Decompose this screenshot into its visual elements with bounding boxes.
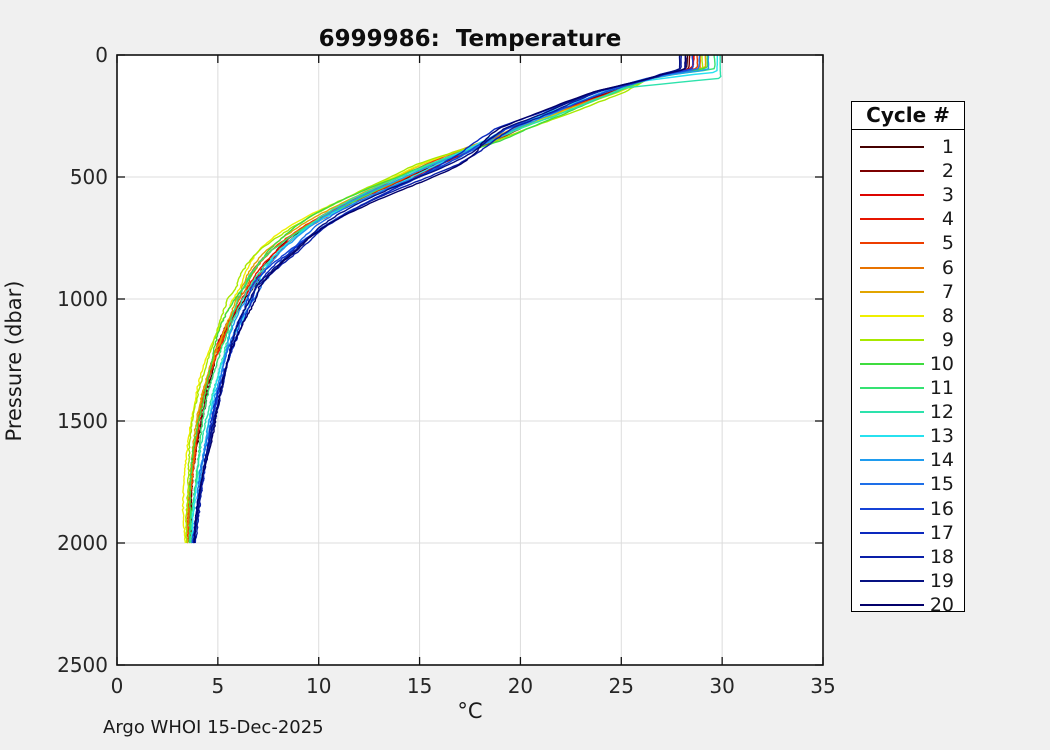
- legend-item-label: 8: [941, 304, 954, 327]
- y-tick-label: 500: [70, 165, 108, 189]
- legend-item-cycle-5: 5: [852, 231, 964, 255]
- legend-item-cycle-16: 16: [852, 497, 964, 521]
- legend-item-label: 9: [941, 328, 954, 351]
- legend-items: 1 2 3 4 5 6 7 8 9 10 11 12 13 14 15 16 17 18 19 20: [852, 130, 964, 616]
- legend-line-sample: [860, 483, 924, 486]
- profile-line-cycle-15: [194, 54, 701, 544]
- profile-line-cycle-6: [187, 54, 701, 544]
- legend-line-sample: [860, 507, 924, 510]
- legend-line-sample: [860, 218, 924, 221]
- x-tick-label: 20: [508, 674, 533, 698]
- legend-line-sample: [860, 411, 924, 414]
- x-tick-label: 25: [609, 674, 634, 698]
- legend-item-label: 3: [941, 184, 954, 207]
- plot-title: 6999986: Temperature: [318, 26, 622, 52]
- legend-item-cycle-19: 19: [852, 569, 964, 593]
- y-tick-label: 1500: [57, 409, 108, 433]
- legend-item-cycle-11: 11: [852, 376, 964, 400]
- x-tick-label: 0: [111, 674, 124, 698]
- legend-line-sample: [860, 266, 924, 269]
- y-tick-label: 2000: [57, 531, 108, 555]
- legend-line-sample: [860, 579, 924, 582]
- legend-box: Cycle # 1 2 3 4 5 6 7 8 9 10 11 12 13 14 15 16 17 18 19 20: [851, 101, 965, 616]
- axes-box: [116, 54, 824, 666]
- legend-item-cycle-14: 14: [852, 448, 964, 472]
- legend-item-label: 11: [929, 377, 954, 399]
- legend-item-cycle-17: 17: [852, 521, 964, 545]
- legend-item-cycle-7: 7: [852, 280, 964, 304]
- legend-item-label: 4: [941, 208, 954, 231]
- x-tick-label: 5: [211, 674, 224, 698]
- legend-item-label: 14: [929, 449, 954, 472]
- legend-item-label: 20: [929, 593, 954, 616]
- legend-line-sample: [860, 338, 924, 341]
- legend-item-cycle-12: 12: [852, 400, 964, 424]
- legend-item-cycle-6: 6: [852, 256, 964, 280]
- legend-item-cycle-10: 10: [852, 352, 964, 376]
- legend-item-label: 18: [929, 545, 954, 568]
- legend-item-label: 16: [929, 497, 954, 520]
- legend-line-sample: [860, 170, 924, 173]
- profile-line-cycle-10: [188, 55, 709, 544]
- watermark-text: Argo WHOI 15-Dec-2025: [103, 717, 324, 738]
- legend-item-cycle-13: 13: [852, 424, 964, 448]
- legend-line-sample: [860, 194, 924, 197]
- legend-item-cycle-8: 8: [852, 304, 964, 328]
- legend-item-cycle-9: 9: [852, 328, 964, 352]
- profile-line-cycle-20: [193, 54, 687, 544]
- legend-item-label: 12: [929, 401, 954, 424]
- legend-item-label: 1: [941, 136, 954, 158]
- y-tick-label: 2500: [57, 653, 108, 677]
- legend-item-label: 10: [929, 352, 954, 375]
- x-tick-label: 10: [306, 674, 331, 698]
- legend-line-sample: [860, 362, 924, 365]
- legend-item-label: 13: [929, 425, 954, 448]
- legend-line-sample: [860, 435, 924, 438]
- legend-item-label: 6: [941, 256, 954, 279]
- legend-item-cycle-18: 18: [852, 545, 964, 569]
- legend-title: Cycle #: [852, 102, 964, 130]
- legend-line-sample: [860, 146, 924, 148]
- legend-item-cycle-15: 15: [852, 472, 964, 496]
- x-tick-label: 30: [709, 674, 734, 698]
- legend-line-sample: [860, 242, 924, 245]
- legend-line-sample: [860, 531, 924, 534]
- legend-item-label: 15: [929, 473, 954, 496]
- legend-line-sample: [860, 387, 924, 389]
- legend-line-sample: [860, 290, 924, 293]
- legend-item-cycle-3: 3: [852, 183, 964, 207]
- y-tick-label: 0: [95, 43, 108, 67]
- legend-item-cycle-20: 20: [852, 593, 964, 617]
- legend-item-cycle-1: 1: [852, 135, 964, 159]
- x-tick-label: 35: [810, 674, 835, 698]
- x-tick-label: 15: [407, 674, 432, 698]
- legend-line-sample: [860, 555, 924, 558]
- legend-item-label: 5: [941, 232, 954, 255]
- profile-line-cycle-19: [193, 54, 681, 544]
- legend-item-label: 7: [941, 280, 954, 303]
- legend-item-cycle-4: 4: [852, 207, 964, 231]
- legend-line-sample: [860, 603, 924, 606]
- legend-item-cycle-2: 2: [852, 159, 964, 183]
- legend-line-sample: [860, 314, 924, 317]
- legend-item-label: 19: [929, 569, 954, 592]
- legend-item-label: 2: [941, 160, 954, 183]
- legend-item-label: 17: [929, 521, 954, 544]
- profile-line-cycle-9: [185, 54, 704, 544]
- x-axis-label: °C: [457, 699, 483, 723]
- legend-line-sample: [860, 459, 924, 462]
- y-tick-label: 1000: [57, 287, 108, 311]
